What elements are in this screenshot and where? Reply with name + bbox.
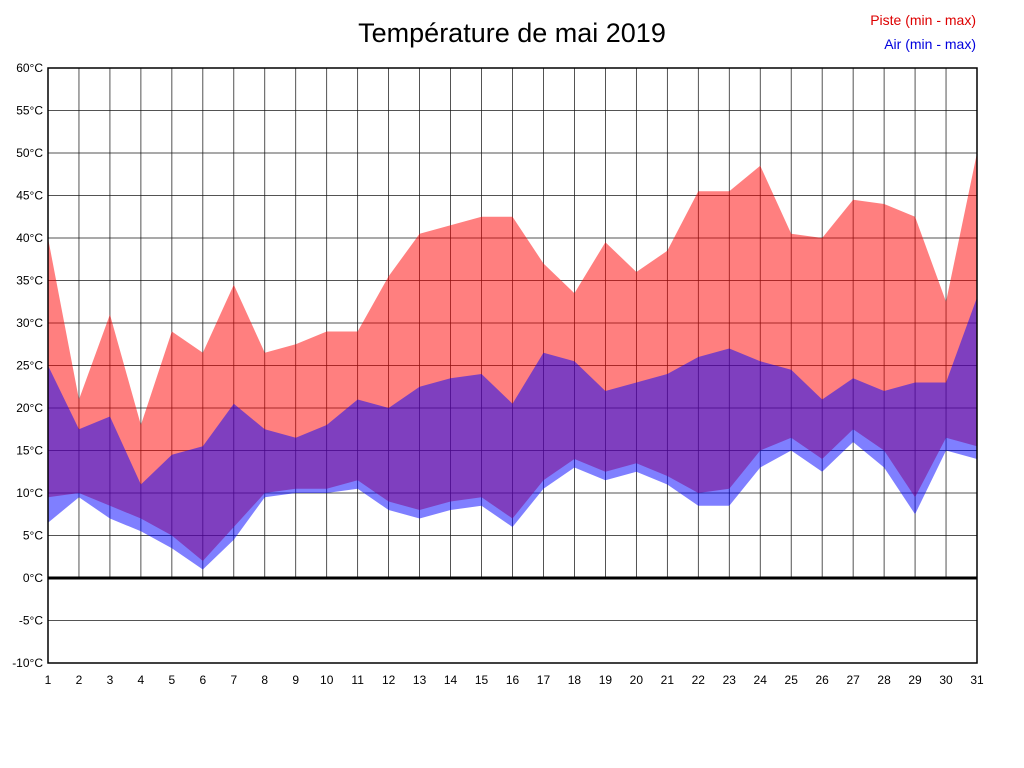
- y-tick-label: 25°C: [16, 359, 43, 373]
- x-tick-label: 18: [568, 673, 582, 687]
- x-tick-label: 23: [723, 673, 737, 687]
- y-tick-label: 5°C: [23, 529, 43, 543]
- x-tick-label: 28: [877, 673, 891, 687]
- air-band: [48, 297, 977, 570]
- x-tick-label: 20: [630, 673, 644, 687]
- y-tick-label: 50°C: [16, 146, 43, 160]
- x-tick-label: 30: [939, 673, 953, 687]
- x-tick-label: 22: [692, 673, 706, 687]
- y-tick-label: 45°C: [16, 189, 43, 203]
- x-tick-label: 10: [320, 673, 334, 687]
- x-tick-label: 3: [107, 673, 114, 687]
- x-tick-label: 15: [475, 673, 489, 687]
- y-tick-label: -5°C: [19, 614, 43, 628]
- x-tick-label: 17: [537, 673, 551, 687]
- x-tick-label: 6: [199, 673, 206, 687]
- x-tick-label: 7: [230, 673, 237, 687]
- x-tick-label: 5: [169, 673, 176, 687]
- legend-piste-label: Piste (min - max): [870, 12, 976, 28]
- x-tick-label: 16: [506, 673, 520, 687]
- x-tick-label: 4: [138, 673, 145, 687]
- x-tick-label: 31: [970, 673, 984, 687]
- y-tick-label: -10°C: [12, 656, 43, 670]
- x-tick-label: 29: [908, 673, 922, 687]
- x-tick-label: 1: [45, 673, 52, 687]
- x-tick-label: 26: [815, 673, 829, 687]
- x-tick-label: 2: [76, 673, 83, 687]
- chart-legend: Piste (min - max) Air (min - max): [870, 8, 976, 56]
- legend-air-label: Air (min - max): [884, 36, 976, 52]
- y-tick-label: 30°C: [16, 316, 43, 330]
- y-tick-label: 35°C: [16, 274, 43, 288]
- y-tick-label: 0°C: [23, 571, 43, 585]
- x-tick-label: 25: [785, 673, 799, 687]
- y-tick-label: 15°C: [16, 444, 43, 458]
- chart-title: Température de mai 2019: [358, 18, 666, 48]
- x-tick-label: 12: [382, 673, 396, 687]
- y-tick-label: 60°C: [16, 61, 43, 75]
- x-tick-label: 24: [754, 673, 768, 687]
- x-tick-label: 27: [846, 673, 860, 687]
- x-tick-label: 21: [661, 673, 675, 687]
- y-tick-label: 55°C: [16, 104, 43, 118]
- y-tick-label: 10°C: [16, 486, 43, 500]
- x-tick-label: 19: [599, 673, 613, 687]
- plot-border: [47, 67, 978, 664]
- y-tick-label: 40°C: [16, 231, 43, 245]
- x-tick-label: 9: [292, 673, 299, 687]
- x-tick-label: 8: [261, 673, 268, 687]
- y-tick-label: 20°C: [16, 401, 43, 415]
- x-tick-label: 13: [413, 673, 427, 687]
- x-tick-label: 11: [351, 673, 364, 687]
- x-tick-label: 14: [444, 673, 458, 687]
